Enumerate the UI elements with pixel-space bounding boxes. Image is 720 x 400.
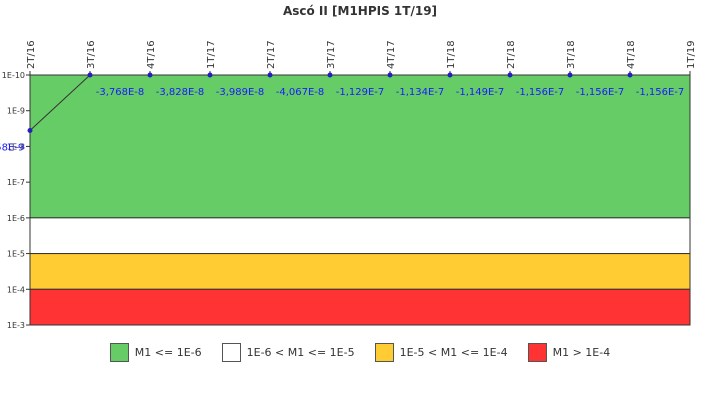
data-series [27,72,633,133]
y-tick-label: 1E-7 [7,178,25,187]
legend-swatch [109,343,129,362]
legend-swatch [527,343,547,362]
y-tick-label: 1E-3 [7,321,25,330]
y-tick-label: 1E-9 [7,107,25,116]
x-tick-label: 4T/17 [386,40,397,69]
legend-label: M1 > 1E-4 [552,346,611,359]
legend: M1 <= 1E-6 1E-6 < M1 <= 1E-5 1E-5 < M1 <… [0,343,720,362]
y-tick-label: 1E-5 [7,250,25,259]
data-point [447,72,453,78]
band-rect [29,74,691,219]
data-point [147,72,153,78]
band-rect [29,253,691,290]
x-tick-label: 2T/17 [266,40,277,69]
data-point [27,127,33,133]
band-rect [29,217,691,255]
data-label: -1,149E-7 [456,87,505,98]
data-labels: 3,58E-9 -3,768E-8 -3,828E-8 -3,989E-8 -4,067… [0,87,684,153]
y-tick-label: 1E-4 [7,285,25,294]
data-label: 3,58E-9 [0,142,24,153]
data-point [627,72,633,78]
data-label: -3,989E-8 [216,87,265,98]
legend-item-green: M1 <= 1E-6 [109,343,202,362]
x-tick-label: 2T/18 [506,40,517,69]
legend-label: 1E-6 < M1 <= 1E-5 [246,346,355,359]
x-tick-label: 3T/16 [86,40,97,69]
data-label: -1,156E-7 [636,87,685,98]
data-label: -4,067E-8 [276,87,325,98]
legend-swatch [374,343,394,362]
x-tick-label: 1T/18 [446,40,457,69]
data-point [87,72,93,78]
data-label: -1,156E-7 [576,87,625,98]
legend-item-red: M1 > 1E-4 [527,343,611,362]
x-tick-label: 4T/18 [626,40,637,69]
x-tick-label: 3T/18 [566,40,577,69]
data-point [507,72,513,78]
data-point [207,72,213,78]
data-point [327,72,333,78]
data-label: -1,156E-7 [516,87,565,98]
data-point [567,72,573,78]
x-tick-label: 2T/16 [26,40,37,69]
data-point [387,72,393,78]
band-rect [29,288,691,326]
data-point [267,72,273,78]
y-axis-ticks: 1E-10 1E-9 1E-8 1E-7 1E-6 1E-5 1E-4 1E-3 [2,71,30,330]
legend-swatch [221,343,241,362]
legend-item-white: 1E-6 < M1 <= 1E-5 [221,343,355,362]
y-tick-label: 1E-6 [7,214,25,223]
x-tick-label: 1T/17 [206,40,217,69]
legend-item-yellow: 1E-5 < M1 <= 1E-4 [374,343,508,362]
legend-label: M1 <= 1E-6 [134,346,202,359]
legend-label: 1E-5 < M1 <= 1E-4 [399,346,508,359]
data-label: -3,768E-8 [96,87,145,98]
y-tick-label: 1E-10 [2,71,25,80]
x-axis-ticks: 2T/16 3T/16 4T/16 1T/17 2T/17 3T/17 4T/17 1T/18… [26,40,697,75]
x-tick-label: 1T/19 [686,40,697,69]
data-label: -3,828E-8 [156,87,205,98]
x-tick-label: 4T/16 [146,40,157,69]
data-label: -1,129E-7 [336,87,385,98]
data-label: -1,134E-7 [396,87,445,98]
x-tick-label: 3T/17 [326,40,337,69]
risk-bands [29,74,691,326]
y-tick-label: 1E-8 [7,142,25,151]
chart-title: Ascó II [M1HPIS 1T/19] [283,4,437,18]
